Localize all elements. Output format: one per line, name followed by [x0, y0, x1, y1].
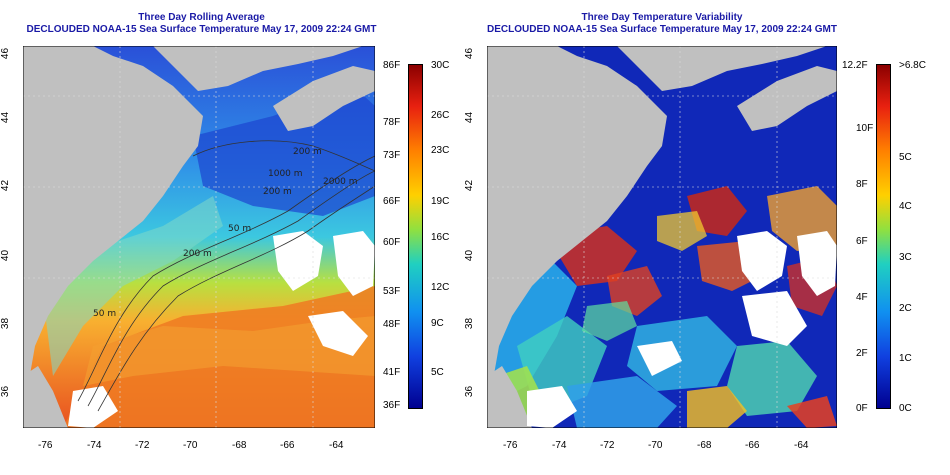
lat-tick: 40: [464, 249, 476, 262]
colorbar-f-label: 60F: [383, 237, 401, 248]
colorbar-f-label: 86F: [383, 60, 401, 71]
colorbar-f-label: 2F: [856, 348, 868, 359]
colorbar-c-label: 19C: [431, 196, 450, 207]
colorbar-f-label: 73F: [383, 150, 401, 161]
colorbar-f-label: 48F: [383, 319, 401, 330]
land-southwest: [23, 366, 68, 428]
graticule: [487, 46, 837, 428]
lat-tick: 36: [0, 385, 12, 398]
lon-tick: -76: [38, 440, 53, 451]
lon-tick: -70: [183, 440, 198, 451]
shelf-water: [43, 196, 223, 376]
right-title-line1: Three Day Temperature Variability: [581, 12, 743, 23]
lon-tick: -70: [648, 440, 663, 451]
colorbar-c-label: 3C: [899, 252, 912, 263]
lon-tick: -64: [794, 440, 809, 451]
colorbar-c-label: 5C: [431, 367, 444, 378]
lon-tick: -72: [135, 440, 150, 451]
cloud-patch: [742, 291, 807, 346]
bathymetry-contours: [77, 140, 375, 412]
cloud-patch: [333, 231, 375, 296]
colorbar-c-label: 30C: [431, 60, 450, 71]
lat-tick: 36: [464, 385, 476, 398]
colorbar-c-label: 5C: [899, 152, 912, 163]
cloud-patch: [797, 231, 837, 296]
sst-colorbar: [408, 64, 423, 409]
lon-tick: -76: [503, 440, 518, 451]
colorbar-c-label: >6.8C: [899, 60, 926, 71]
colorbar-f-label: 6F: [856, 236, 868, 247]
cloud-patch: [637, 341, 682, 376]
contour-label: 200 m: [183, 249, 212, 259]
land-nova-scotia: [737, 66, 837, 131]
colorbar-c-label: 12C: [431, 282, 450, 293]
lon-tick: -68: [697, 440, 712, 451]
colorbar-c-label: 23C: [431, 145, 450, 156]
lon-tick: -68: [232, 440, 247, 451]
lon-tick: -74: [552, 440, 567, 451]
cloud-patch: [527, 386, 577, 428]
lon-tick: -66: [745, 440, 760, 451]
cloud-patch: [273, 231, 323, 291]
graticule: [23, 46, 375, 428]
lat-tick: 42: [0, 179, 12, 192]
colorbar-c-label: 0C: [899, 403, 912, 414]
contour-label: 50 m: [228, 224, 251, 234]
contour-label: 2000 m: [323, 177, 358, 187]
right-variability-map: [487, 46, 837, 428]
colorbar-f-label: 53F: [383, 286, 401, 297]
land-nova-scotia: [273, 66, 375, 131]
cloud-patch: [308, 311, 368, 356]
colorbar-c-label: 9C: [431, 318, 444, 329]
contour-label: 200 m: [293, 147, 322, 157]
left-title-line1: Three Day Rolling Average: [138, 12, 265, 23]
lat-tick: 38: [464, 317, 476, 330]
land-west: [487, 46, 667, 406]
lat-tick: 46: [0, 47, 12, 60]
colorbar-c-label: 26C: [431, 110, 450, 121]
left-sst-map: 200 m 2000 m 50 m 200 m 50 m 200 m 1000 …: [23, 46, 375, 428]
gulf-of-maine-water: [193, 86, 375, 216]
colorbar-f-label: 66F: [383, 196, 401, 207]
colorbar-f-label: 0F: [856, 403, 868, 414]
lon-tick: -66: [280, 440, 295, 451]
colorbar-f-label: 78F: [383, 117, 401, 128]
colorbar-f-label: 36F: [383, 400, 401, 411]
colorbar-f-label: 10F: [856, 123, 874, 134]
contour-label: 1000 m: [268, 169, 303, 179]
colorbar-c-label: 16C: [431, 232, 450, 243]
lat-tick: 46: [464, 47, 476, 60]
right-title-line2: DECLOUDED NOAA-15 Sea Surface Temperatur…: [487, 24, 837, 35]
land-southwest: [487, 366, 532, 428]
warm-band: [83, 316, 375, 386]
lon-tick: -72: [600, 440, 615, 451]
contour-label: 50 m: [93, 309, 116, 319]
contour-label: 200 m: [263, 187, 292, 197]
colorbar-f-label: 41F: [383, 367, 401, 378]
colorbar-f-label: 12.2F: [842, 60, 868, 71]
lon-tick: -64: [329, 440, 344, 451]
land-north: [23, 46, 375, 91]
land-north: [487, 46, 837, 91]
colorbar-c-label: 4C: [899, 201, 912, 212]
colorbar-f-label: 4F: [856, 292, 868, 303]
left-title-line2: DECLOUDED NOAA-15 Sea Surface Temperatur…: [26, 24, 377, 35]
lat-tick: 40: [0, 249, 12, 262]
lon-tick: -74: [87, 440, 102, 451]
lat-tick: 42: [464, 179, 476, 192]
lat-tick: 38: [0, 317, 12, 330]
colorbar-c-label: 1C: [899, 353, 912, 364]
variability-colorbar: [876, 64, 891, 409]
lat-tick: 44: [464, 111, 476, 124]
colorbar-f-label: 8F: [856, 179, 868, 190]
cloud-patch: [737, 231, 787, 291]
lat-tick: 44: [0, 111, 12, 124]
land-west: [23, 46, 203, 406]
colorbar-c-label: 2C: [899, 303, 912, 314]
